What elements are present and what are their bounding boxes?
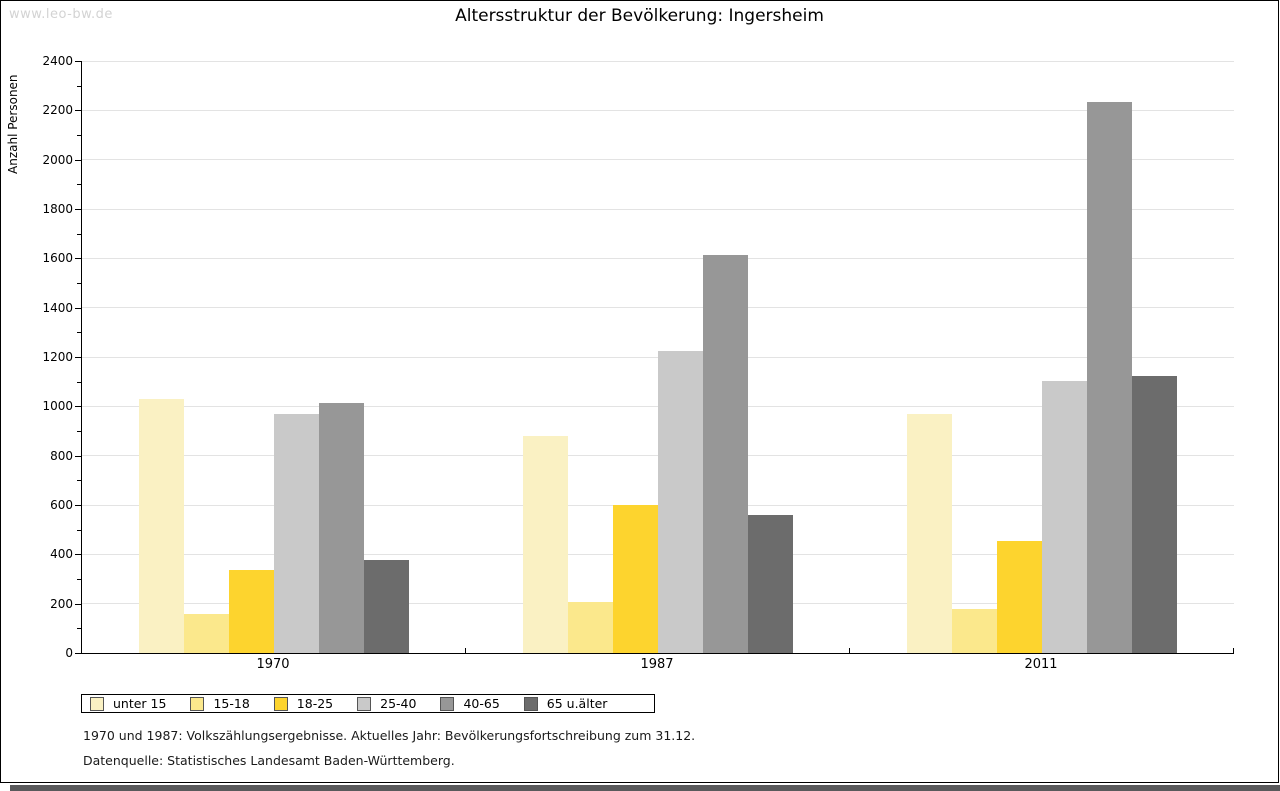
legend-swatch-icon bbox=[440, 696, 455, 711]
y-minor-tick-1300 bbox=[77, 332, 81, 334]
y-minor-tick-2300 bbox=[77, 85, 81, 87]
bar-1987-15-18 bbox=[568, 602, 613, 653]
x-axis-tick-1 bbox=[465, 648, 466, 653]
legend-item-65-u-lter: 65 u.älter bbox=[523, 696, 608, 711]
plot-area bbox=[81, 60, 1234, 654]
y-major-tick-2400 bbox=[75, 61, 81, 62]
legend-item-40-65: 40-65 bbox=[440, 696, 500, 711]
x-category-label-1970: 1970 bbox=[256, 657, 290, 672]
y-tick-label-0: 0 bbox=[65, 646, 73, 660]
y-major-tick-2200 bbox=[75, 110, 81, 112]
y-minor-tick-300 bbox=[77, 579, 81, 580]
y-tick-label-1200: 1200 bbox=[42, 350, 73, 364]
legend-label: 18-25 bbox=[296, 696, 334, 711]
legend-label: 25-40 bbox=[380, 696, 417, 711]
y-tick-label-400: 400 bbox=[50, 547, 73, 562]
legend-label: 40-65 bbox=[463, 696, 500, 711]
y-tick-label-1600: 1600 bbox=[42, 251, 73, 266]
y-tick-label-1800: 1800 bbox=[42, 202, 73, 216]
y-major-tick-800 bbox=[75, 455, 81, 457]
bar-1987-unter-15 bbox=[523, 436, 568, 653]
bar-1987-40-65 bbox=[703, 255, 748, 653]
y-minor-tick-700 bbox=[77, 480, 81, 482]
bar-1970-18-25 bbox=[229, 570, 274, 653]
gridline-1400 bbox=[82, 307, 1234, 309]
y-minor-tick-100 bbox=[77, 628, 81, 630]
chart-title: Altersstruktur der Bevölkerung: Ingershe… bbox=[455, 6, 824, 26]
x-category-label-1987: 1987 bbox=[640, 657, 674, 672]
bar-2011-18-25 bbox=[997, 541, 1042, 653]
gridline-2400 bbox=[82, 60, 1234, 62]
gridline-2200 bbox=[82, 109, 1234, 111]
legend-item-25-40: 25-40 bbox=[357, 696, 416, 711]
legend-swatch-icon bbox=[523, 696, 538, 711]
bar-1987-18-25 bbox=[613, 505, 658, 653]
x-axis-tick-3 bbox=[1233, 648, 1234, 653]
legend-swatch-icon bbox=[357, 696, 372, 711]
bar-1970-65-u-lter bbox=[364, 560, 409, 653]
y-minor-tick-2100 bbox=[77, 135, 81, 136]
y-major-tick-1400 bbox=[75, 307, 81, 309]
window-bottom-strip bbox=[10, 785, 1280, 791]
legend-item-18-25: 18-25 bbox=[273, 696, 334, 711]
y-tick-label-200: 200 bbox=[50, 596, 73, 611]
y-tick-label-2400: 2400 bbox=[42, 54, 73, 68]
bar-1970-unter-15 bbox=[139, 399, 184, 653]
gridline-1800 bbox=[82, 208, 1234, 210]
y-major-tick-400 bbox=[75, 554, 81, 556]
watermark: www.leo-bw.de bbox=[9, 7, 113, 22]
y-tick-label-1400: 1400 bbox=[42, 300, 73, 315]
bar-2011-25-40 bbox=[1042, 381, 1087, 653]
y-major-tick-1600 bbox=[75, 258, 81, 260]
legend-label: 15-18 bbox=[213, 696, 250, 711]
y-tick-label-800: 800 bbox=[50, 448, 73, 463]
y-tick-label-2000: 2000 bbox=[42, 152, 73, 167]
bar-1970-40-65 bbox=[319, 403, 364, 653]
footnote-dataquelle: Datenquelle: Statistisches Landesamt Bad… bbox=[83, 753, 455, 768]
gridline-2000 bbox=[82, 159, 1234, 161]
bar-2011-unter-15 bbox=[907, 414, 952, 653]
x-category-label-2011: 2011 bbox=[1024, 657, 1058, 672]
x-axis-tick-2 bbox=[849, 648, 850, 653]
bar-2011-65-u-lter bbox=[1132, 376, 1177, 653]
y-minor-tick-500 bbox=[77, 529, 81, 531]
y-major-tick-2000 bbox=[75, 159, 81, 161]
legend-swatch-icon bbox=[273, 696, 288, 711]
legend: unter 15 15-18 18-25 25-40 40-65 65 u.älter bbox=[81, 694, 655, 713]
bar-2011-15-18 bbox=[952, 609, 997, 653]
legend-swatch-icon bbox=[190, 696, 205, 711]
legend-swatch-icon bbox=[90, 696, 104, 711]
legend-label: unter 15 bbox=[113, 696, 167, 711]
y-tick-label-600: 600 bbox=[50, 498, 73, 512]
bar-1970-15-18 bbox=[184, 614, 229, 653]
bar-2011-40-65 bbox=[1087, 102, 1132, 653]
footnote-sources: 1970 und 1987: Volkszählungsergebnisse. … bbox=[83, 728, 696, 743]
legend-item-unter-15: unter 15 bbox=[90, 696, 166, 711]
bar-1970-25-40 bbox=[274, 414, 319, 653]
y-minor-tick-1900 bbox=[77, 184, 81, 186]
legend-label: 65 u.älter bbox=[546, 696, 608, 711]
y-minor-tick-1100 bbox=[77, 381, 81, 383]
y-major-tick-1800 bbox=[75, 209, 81, 210]
y-tick-label-2200: 2200 bbox=[42, 103, 73, 118]
bar-1987-25-40 bbox=[658, 351, 703, 653]
bar-1987-65-u-lter bbox=[748, 515, 793, 653]
legend-item-15-18: 15-18 bbox=[190, 696, 250, 711]
y-major-tick-1200 bbox=[75, 357, 81, 358]
y-minor-tick-1500 bbox=[77, 283, 81, 284]
y-major-tick-1000 bbox=[75, 406, 81, 408]
y-minor-tick-1700 bbox=[77, 233, 81, 235]
y-minor-tick-900 bbox=[77, 431, 81, 432]
y-major-tick-200 bbox=[75, 603, 81, 605]
y-major-tick-0 bbox=[75, 653, 81, 654]
y-tick-label-1000: 1000 bbox=[42, 399, 73, 414]
gridline-1600 bbox=[82, 257, 1234, 259]
y-major-tick-600 bbox=[75, 505, 81, 506]
